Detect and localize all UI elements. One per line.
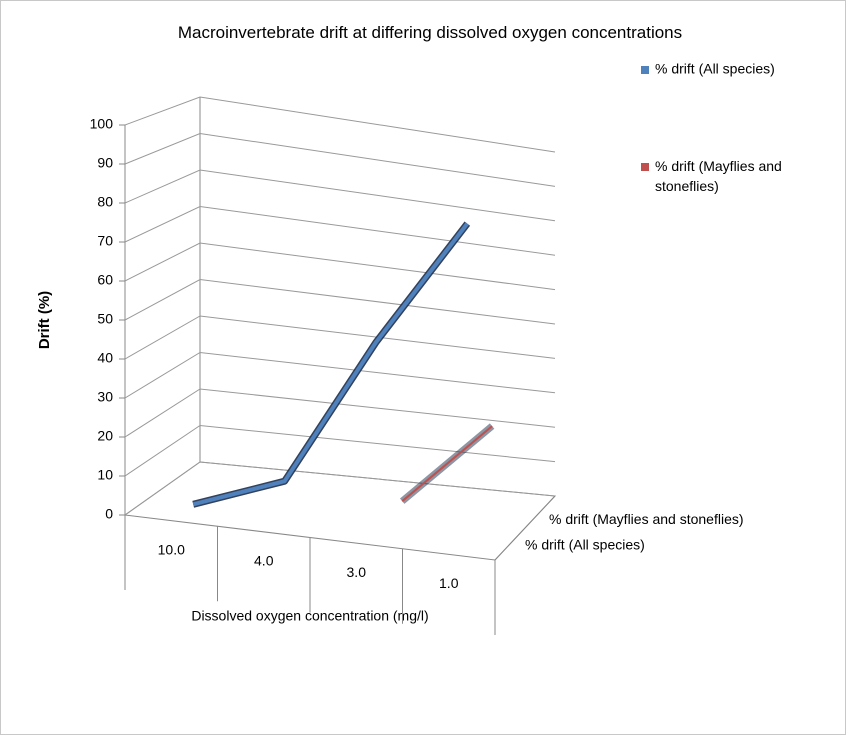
grid-line <box>124 132 556 187</box>
y-tick-label: 0 <box>105 506 113 522</box>
series-line <box>192 222 469 507</box>
grid-line <box>124 205 556 256</box>
depth-axis <box>494 495 556 561</box>
y-tick-label: 20 <box>97 428 113 444</box>
y-axis-title: Drift (%) <box>36 291 53 349</box>
y-tick-label: 100 <box>90 116 114 132</box>
y-tick-label: 70 <box>97 233 113 249</box>
x-tick-label: 4.0 <box>254 553 274 569</box>
y-tick-label: 30 <box>97 389 113 405</box>
y-tick-label: 50 <box>97 311 113 327</box>
x-axis-title: Dissolved oxygen concentration (mg/l) <box>191 608 428 624</box>
y-tick-label: 60 <box>97 272 113 288</box>
x-tick-label: 1.0 <box>439 575 459 591</box>
grid-line <box>124 424 556 477</box>
y-tick-label: 80 <box>97 194 113 210</box>
series-axis-label: % drift (Mayflies and stoneflies) <box>549 511 744 527</box>
grid-line <box>124 388 556 438</box>
grid-line <box>124 278 556 325</box>
y-tick-label: 40 <box>97 350 113 366</box>
grid-line <box>124 96 556 153</box>
x-tick-label: 3.0 <box>347 564 367 580</box>
chart-title: Macroinvertebrate drift at differing dis… <box>177 23 683 42</box>
grid-line <box>124 169 556 222</box>
x-tick-label: 10.0 <box>158 541 185 557</box>
grid-line <box>124 242 556 291</box>
grid-line <box>124 351 556 399</box>
y-tick-label: 10 <box>97 467 113 483</box>
series-line <box>401 425 493 502</box>
grid-line <box>124 461 556 516</box>
y-tick-label: 90 <box>97 155 113 171</box>
legend-label: % drift (All species) <box>655 61 775 77</box>
legend-swatch <box>641 66 649 74</box>
legend-label: % drift (Mayflies and stoneflies) <box>655 158 782 194</box>
legend-swatch <box>641 163 649 171</box>
series-axis-label: % drift (All species) <box>525 537 645 553</box>
grid-line <box>124 315 556 360</box>
